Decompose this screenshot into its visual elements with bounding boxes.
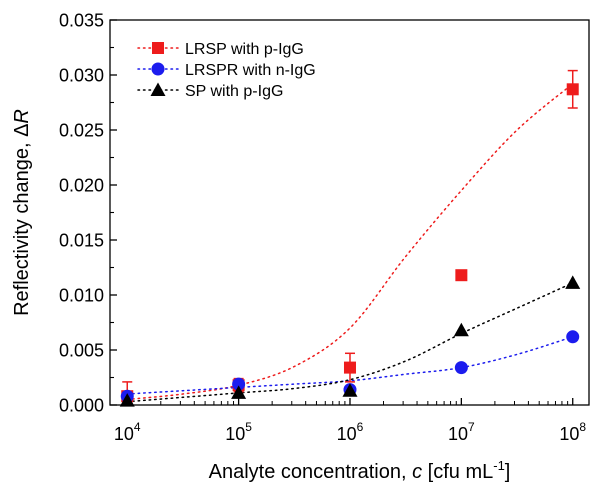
y-tick-label-1: 0.005 (59, 341, 104, 361)
data-point-2-3 (453, 322, 469, 337)
data-point-0-4 (566, 83, 579, 96)
x-tick-label-2: 106 (337, 420, 364, 444)
fit-curve-0 (126, 83, 574, 401)
legend-marker-2 (150, 82, 166, 96)
legend-label-1: LRSPR with n-IgG (185, 62, 316, 79)
legend: LRSP with p-IgG LRSPR with n-IgG SP with p… (137, 41, 316, 100)
x-tick-label-exp-4: 8 (579, 420, 586, 434)
y-tick-label-6: 0.030 (59, 66, 104, 86)
x-axis-label-unit: [cfu mL (422, 461, 493, 483)
y-axis-label-text: Reflectivity change, (11, 137, 33, 316)
data-point-0-3 (455, 269, 468, 282)
legend-label-0: LRSP with p-IgG (185, 41, 304, 58)
x-tick-label-base-2: 10 (337, 424, 357, 444)
error-bars (122, 69, 578, 405)
x-axis-label-symbol: c (412, 461, 422, 483)
fit-curve-2 (126, 282, 574, 403)
legend-marker-0 (152, 42, 164, 54)
x-axis-label-unit-exp: -1 (493, 458, 505, 473)
x-tick-label-base-1: 10 (225, 424, 245, 444)
plot-frame (109, 19, 590, 406)
y-axis-ticks: 0.000 0.005 0.010 0.015 0.020 0.025 0.030 0.035 (59, 11, 117, 416)
data-point-1-4 (566, 330, 580, 344)
x-tick-label-base-0: 10 (114, 424, 134, 444)
x-tick-label-exp-3: 7 (468, 420, 475, 434)
legend-marker-1 (151, 62, 165, 76)
y-axis-label-symbol: R (11, 109, 33, 123)
legend-label-2: SP with p-IgG (185, 83, 283, 100)
data-point-2-2 (342, 383, 358, 397)
y-axis-label-delta: Δ (11, 124, 33, 137)
y-tick-label-4: 0.020 (59, 176, 104, 196)
data-markers (119, 83, 581, 407)
y-tick-label-7: 0.035 (59, 11, 104, 31)
x-tick-label-base-4: 10 (559, 424, 579, 444)
y-axis-label: Reflectivity change, ΔR (11, 109, 33, 316)
x-tick-label-4: 108 (559, 420, 586, 444)
fit-curve-1 (126, 336, 574, 395)
x-tick-label-0: 104 (114, 420, 141, 444)
fit-curves (126, 83, 574, 403)
data-point-2-1 (231, 385, 247, 399)
x-tick-label-exp-1: 5 (245, 420, 252, 434)
data-point-1-1 (232, 377, 246, 391)
y-tick-label-5: 0.025 (59, 121, 104, 141)
x-tick-label-base-3: 10 (448, 424, 468, 444)
y-tick-label-2: 0.010 (59, 286, 104, 306)
x-axis-ticks: 104 105 106 107 108 (114, 398, 586, 444)
y-tick-label-0: 0.000 (59, 396, 104, 416)
x-tick-label-exp-0: 4 (134, 420, 141, 434)
x-axis-label: Analyte concentration, c [cfu mL-1] (209, 458, 511, 483)
data-point-2-4 (565, 275, 581, 289)
data-point-1-3 (454, 361, 468, 375)
x-tick-label-1: 105 (225, 420, 252, 444)
x-tick-label-exp-2: 6 (357, 420, 364, 434)
data-point-0-2 (343, 361, 356, 374)
y-tick-label-3: 0.015 (59, 231, 104, 251)
x-axis-label-close: ] (505, 461, 511, 483)
x-tick-label-3: 107 (448, 420, 475, 444)
x-axis-label-text: Analyte concentration, (209, 461, 412, 483)
